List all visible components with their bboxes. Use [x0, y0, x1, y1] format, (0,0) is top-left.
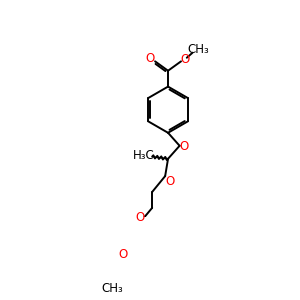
Text: O: O [179, 140, 188, 153]
Text: O: O [166, 176, 175, 188]
Text: H₃C: H₃C [134, 149, 155, 162]
Text: O: O [180, 53, 189, 66]
Text: CH₃: CH₃ [101, 282, 123, 295]
Text: O: O [118, 248, 127, 260]
Text: O: O [135, 212, 145, 224]
Text: CH₃: CH₃ [188, 43, 209, 56]
Text: O: O [146, 52, 154, 65]
